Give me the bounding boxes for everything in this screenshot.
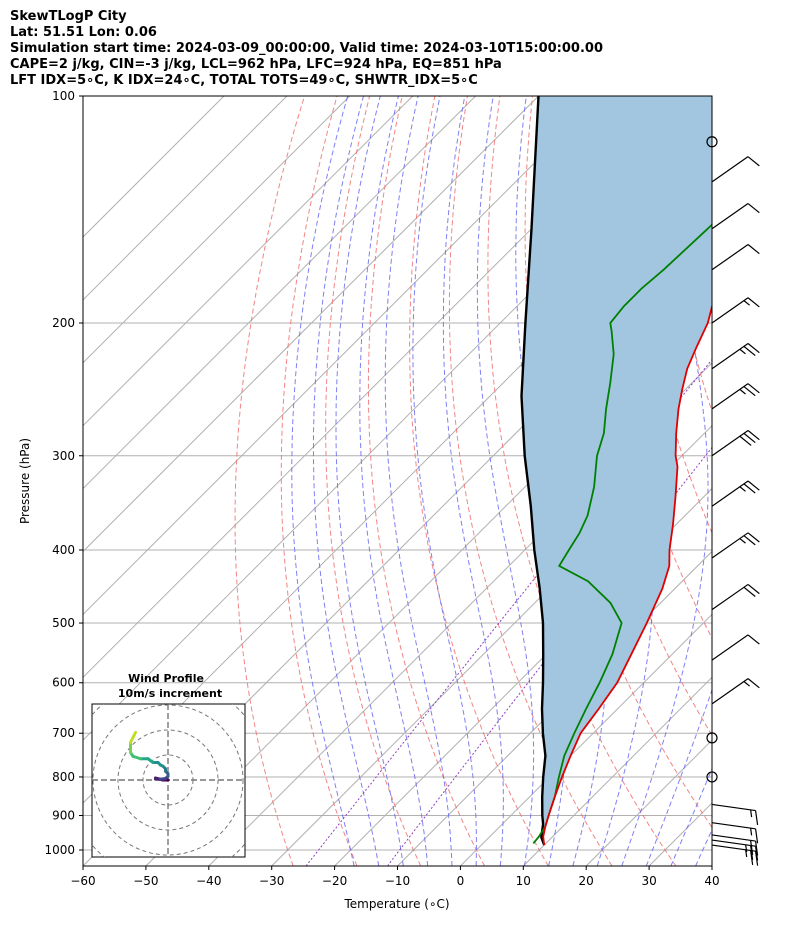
wind-barb bbox=[711, 532, 760, 559]
y-tick-label: 100 bbox=[52, 89, 75, 103]
dry-adiabat bbox=[367, 96, 485, 866]
moist-adiabat bbox=[335, 96, 404, 866]
y-tick-label: 200 bbox=[52, 316, 75, 330]
wind-barb bbox=[711, 383, 760, 410]
wind-barb bbox=[711, 297, 760, 324]
wind-barb bbox=[706, 732, 718, 744]
isotherm bbox=[83, 96, 351, 364]
isotherm bbox=[460, 613, 712, 866]
dry-adiabat bbox=[280, 96, 358, 866]
wind-barb bbox=[711, 244, 760, 271]
wind-barb bbox=[711, 678, 760, 705]
moist-adiabat bbox=[291, 96, 355, 866]
moist-adiabat bbox=[312, 96, 380, 866]
chart-title-indices-2: LFT IDX=5∘C, K IDX=24∘C, TOTAL TOTS=49∘C… bbox=[10, 73, 478, 88]
isotherm bbox=[83, 96, 225, 238]
isotherm bbox=[522, 676, 712, 866]
hodograph-title: Wind Profile bbox=[128, 672, 204, 685]
axes: −60 −50 −40 −30 −20 −10 0 10 20 30 40 1000 900 800 700… bbox=[44, 89, 719, 888]
y-tick-label: 800 bbox=[52, 770, 75, 784]
wind-barb bbox=[706, 136, 718, 148]
dry-adiabat bbox=[761, 96, 794, 866]
dry-adiabat bbox=[448, 96, 613, 866]
moist-adiabat bbox=[442, 96, 504, 866]
dry-adiabat bbox=[728, 96, 794, 866]
wind-barb bbox=[711, 203, 760, 230]
y-axis-label: Pressure (hPa) bbox=[18, 438, 32, 524]
wind-barb bbox=[706, 771, 718, 783]
wind-barb bbox=[711, 156, 760, 183]
isotherm bbox=[83, 96, 476, 490]
y-tick-label: 300 bbox=[52, 449, 75, 463]
wind-barb bbox=[711, 343, 760, 370]
dry-adiabat bbox=[325, 96, 422, 866]
wind-barb bbox=[711, 822, 759, 844]
isotherm bbox=[83, 96, 602, 616]
hodograph: Wind Profile 10m/s increment bbox=[91, 672, 246, 858]
dry-adiabat bbox=[662, 96, 712, 414]
wind-barb bbox=[711, 803, 759, 826]
y-tick-label: 600 bbox=[52, 676, 75, 690]
x-tick-label: 10 bbox=[516, 874, 531, 888]
moist-adiabat bbox=[745, 96, 794, 866]
y-tick-label: 1000 bbox=[44, 843, 75, 857]
temperature-profile-line bbox=[542, 303, 712, 846]
y-tick-label: 400 bbox=[52, 543, 75, 557]
x-axis-label: Temperature (∘C) bbox=[343, 897, 449, 911]
isotherm bbox=[397, 550, 712, 866]
cape-fill bbox=[521, 96, 712, 846]
moist-adiabat bbox=[384, 96, 453, 866]
chart-title-times: Simulation start time: 2024-03-09_00:00:… bbox=[10, 41, 603, 56]
x-tick-label: −30 bbox=[259, 874, 284, 888]
moist-adiabat bbox=[670, 767, 712, 866]
dry-adiabat bbox=[409, 96, 549, 866]
mixing-ratio-line bbox=[387, 446, 712, 866]
wind-barb bbox=[711, 583, 760, 611]
wind-barb bbox=[711, 480, 760, 507]
x-tick-label: −50 bbox=[133, 874, 158, 888]
profiles bbox=[520, 96, 712, 846]
moist-adiabat bbox=[359, 96, 429, 866]
wind-barbs bbox=[706, 136, 760, 866]
y-tick-label: 500 bbox=[52, 616, 75, 630]
hodograph-segment bbox=[131, 731, 137, 739]
y-tick-label: 700 bbox=[52, 726, 75, 740]
moist-adiabat bbox=[645, 688, 712, 866]
hodograph-subtitle: 10m/s increment bbox=[118, 687, 222, 700]
dry-adiabat bbox=[234, 96, 305, 866]
x-tick-label: −40 bbox=[196, 874, 221, 888]
x-tick-label: −60 bbox=[70, 874, 95, 888]
isotherm bbox=[334, 487, 712, 866]
x-tick-label: 40 bbox=[704, 874, 719, 888]
x-tick-label: 30 bbox=[641, 874, 656, 888]
mixing-ratio-line bbox=[305, 358, 712, 866]
chart-title-station: SkewTLogP City bbox=[10, 9, 127, 24]
x-tick-label: 0 bbox=[457, 874, 465, 888]
chart-title-indices-1: CAPE=2 j/kg, CIN=-3 j/kg, LCL=962 hPa, L… bbox=[10, 57, 502, 72]
isotherm bbox=[83, 96, 414, 427]
x-tick-label: −20 bbox=[322, 874, 347, 888]
isotherm bbox=[83, 96, 288, 301]
isotherm bbox=[711, 865, 712, 866]
isotherm bbox=[83, 96, 539, 553]
wind-barb bbox=[711, 844, 759, 866]
moist-adiabat bbox=[621, 96, 709, 866]
moist-adiabat bbox=[412, 96, 477, 866]
x-tick-label: 20 bbox=[579, 874, 594, 888]
wind-barb bbox=[711, 834, 759, 856]
dewpoint-profile-line bbox=[532, 223, 712, 844]
chart-title-location: Lat: 51.51 Lon: 0.06 bbox=[10, 25, 157, 40]
wind-barb bbox=[711, 430, 760, 457]
wind-barb bbox=[711, 634, 760, 661]
y-tick-label: 900 bbox=[52, 809, 75, 823]
wind-barb bbox=[711, 839, 759, 861]
x-tick-label: −10 bbox=[385, 874, 410, 888]
cape-area bbox=[521, 96, 712, 846]
parcel-profile-line bbox=[520, 96, 547, 846]
